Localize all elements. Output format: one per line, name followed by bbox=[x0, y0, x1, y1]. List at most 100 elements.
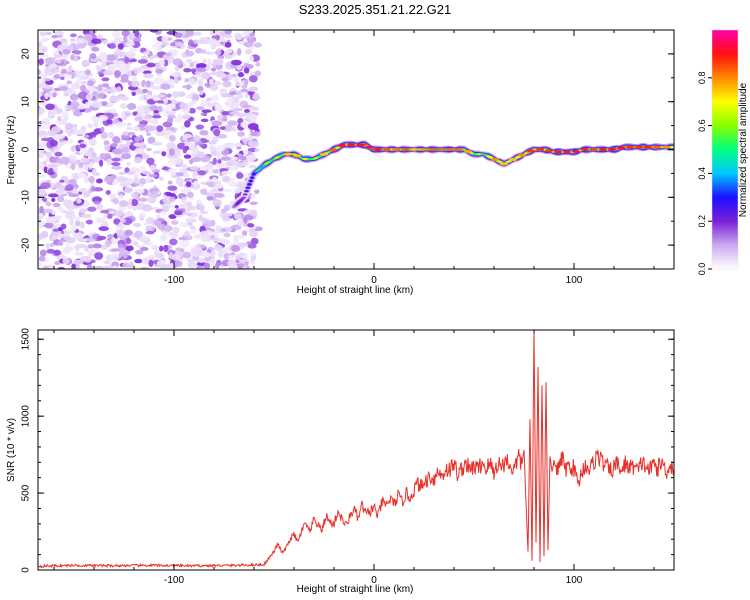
ridge-core bbox=[374, 148, 382, 151]
noise-speckle bbox=[127, 122, 132, 126]
noise-speckle bbox=[131, 91, 136, 96]
noise-speckle bbox=[98, 53, 108, 61]
noise-speckle bbox=[185, 94, 193, 99]
noise-speckle bbox=[221, 175, 231, 183]
noise-speckle bbox=[134, 30, 140, 37]
noise-speckle bbox=[130, 33, 135, 38]
noise-speckle bbox=[236, 255, 241, 261]
noise-speckle bbox=[51, 126, 61, 134]
ridge-core bbox=[536, 148, 544, 151]
noise-speckle bbox=[213, 231, 218, 238]
noise-speckle bbox=[191, 99, 197, 106]
noise-speckle bbox=[199, 90, 204, 96]
noise-speckle bbox=[86, 263, 93, 269]
noise-speckle bbox=[201, 236, 212, 243]
noise-speckle bbox=[247, 243, 257, 249]
noise-speckle bbox=[106, 158, 112, 166]
noise-speckle bbox=[63, 92, 70, 97]
noise-speckle bbox=[155, 68, 164, 74]
noise-speckle bbox=[205, 133, 212, 141]
ridge-core bbox=[545, 149, 553, 153]
noise-speckle bbox=[70, 100, 80, 108]
noise-speckle bbox=[156, 218, 165, 222]
noise-speckle bbox=[93, 120, 99, 128]
noise-speckle bbox=[168, 167, 179, 172]
noise-speckle bbox=[108, 193, 117, 199]
colorbar-axes: 0.0 0.2 0.4 0.6 0.8 bbox=[697, 29, 739, 275]
noise-speckle bbox=[85, 101, 94, 107]
noise-speckle bbox=[134, 156, 143, 164]
noise-speckle bbox=[125, 245, 134, 251]
ridge-core bbox=[419, 148, 427, 151]
noise-speckle bbox=[249, 201, 258, 205]
noise-speckle bbox=[73, 55, 79, 62]
noise-speckle bbox=[104, 144, 111, 152]
noise-speckle bbox=[208, 189, 219, 194]
snr-ytick-label: 1000 bbox=[21, 405, 32, 428]
noise-speckle bbox=[73, 110, 83, 117]
noise-speckle bbox=[230, 111, 240, 116]
noise-speckle bbox=[109, 253, 120, 261]
noise-speckle bbox=[122, 252, 128, 259]
noise-speckle bbox=[38, 58, 44, 66]
noise-speckle bbox=[176, 142, 187, 150]
noise-speckle bbox=[187, 261, 197, 268]
noise-speckle bbox=[188, 107, 196, 114]
noise-speckle bbox=[200, 188, 208, 195]
noise-speckle bbox=[184, 78, 190, 83]
noise-speckle bbox=[184, 145, 190, 151]
noise-speckle bbox=[222, 80, 232, 88]
noise-speckle bbox=[243, 137, 248, 146]
noise-speckle bbox=[118, 171, 126, 175]
noise-speckle bbox=[147, 136, 156, 144]
noise-speckle bbox=[218, 37, 227, 43]
noise-speckle bbox=[205, 97, 212, 102]
noise-speckle bbox=[38, 107, 45, 115]
noise-speckle bbox=[223, 232, 231, 238]
noise-speckle bbox=[105, 190, 111, 195]
noise-speckle bbox=[52, 92, 57, 98]
noise-speckle bbox=[116, 86, 122, 93]
noise-speckle bbox=[183, 154, 192, 159]
noise-speckle bbox=[38, 45, 49, 53]
noise-speckle bbox=[87, 123, 94, 129]
noise-speckle bbox=[156, 125, 164, 132]
noise-speckle bbox=[138, 235, 148, 243]
noise-speckle bbox=[59, 86, 69, 91]
noise-speckle bbox=[101, 83, 110, 88]
ridge-blob bbox=[250, 176, 255, 179]
noise-speckle bbox=[198, 166, 209, 172]
noise-speckle bbox=[109, 43, 116, 49]
noise-speckle bbox=[221, 77, 229, 82]
noise-speckle bbox=[139, 127, 146, 131]
ridge-core bbox=[347, 143, 355, 147]
ridge-blob bbox=[245, 186, 251, 189]
noise-speckle bbox=[216, 150, 221, 158]
ridge-core bbox=[455, 148, 463, 151]
noise-speckle bbox=[181, 85, 193, 89]
noise-speckle bbox=[42, 208, 53, 214]
noise-speckle bbox=[163, 244, 169, 253]
noise-speckle bbox=[229, 142, 235, 150]
noise-speckle bbox=[97, 84, 103, 92]
noise-speckle bbox=[254, 148, 260, 153]
noise-speckle bbox=[255, 62, 261, 67]
noise-speckle bbox=[244, 78, 249, 86]
noise-speckle bbox=[183, 67, 192, 73]
noise-speckle bbox=[158, 59, 165, 67]
noise-speckle bbox=[162, 98, 169, 105]
noise-speckle bbox=[59, 38, 68, 43]
noise-speckle bbox=[145, 175, 152, 184]
noise-speckle bbox=[58, 240, 64, 246]
noise-speckle bbox=[143, 73, 154, 79]
noise-speckle bbox=[151, 85, 163, 90]
noise-speckle bbox=[148, 259, 154, 268]
noise-speckle bbox=[73, 50, 81, 55]
spectrogram-ytick-label: -20 bbox=[21, 237, 32, 252]
noise-speckle bbox=[236, 172, 244, 179]
noise-speckle bbox=[39, 249, 47, 257]
colorbar-tick-label: 0.8 bbox=[697, 72, 707, 85]
noise-speckle bbox=[45, 31, 53, 36]
